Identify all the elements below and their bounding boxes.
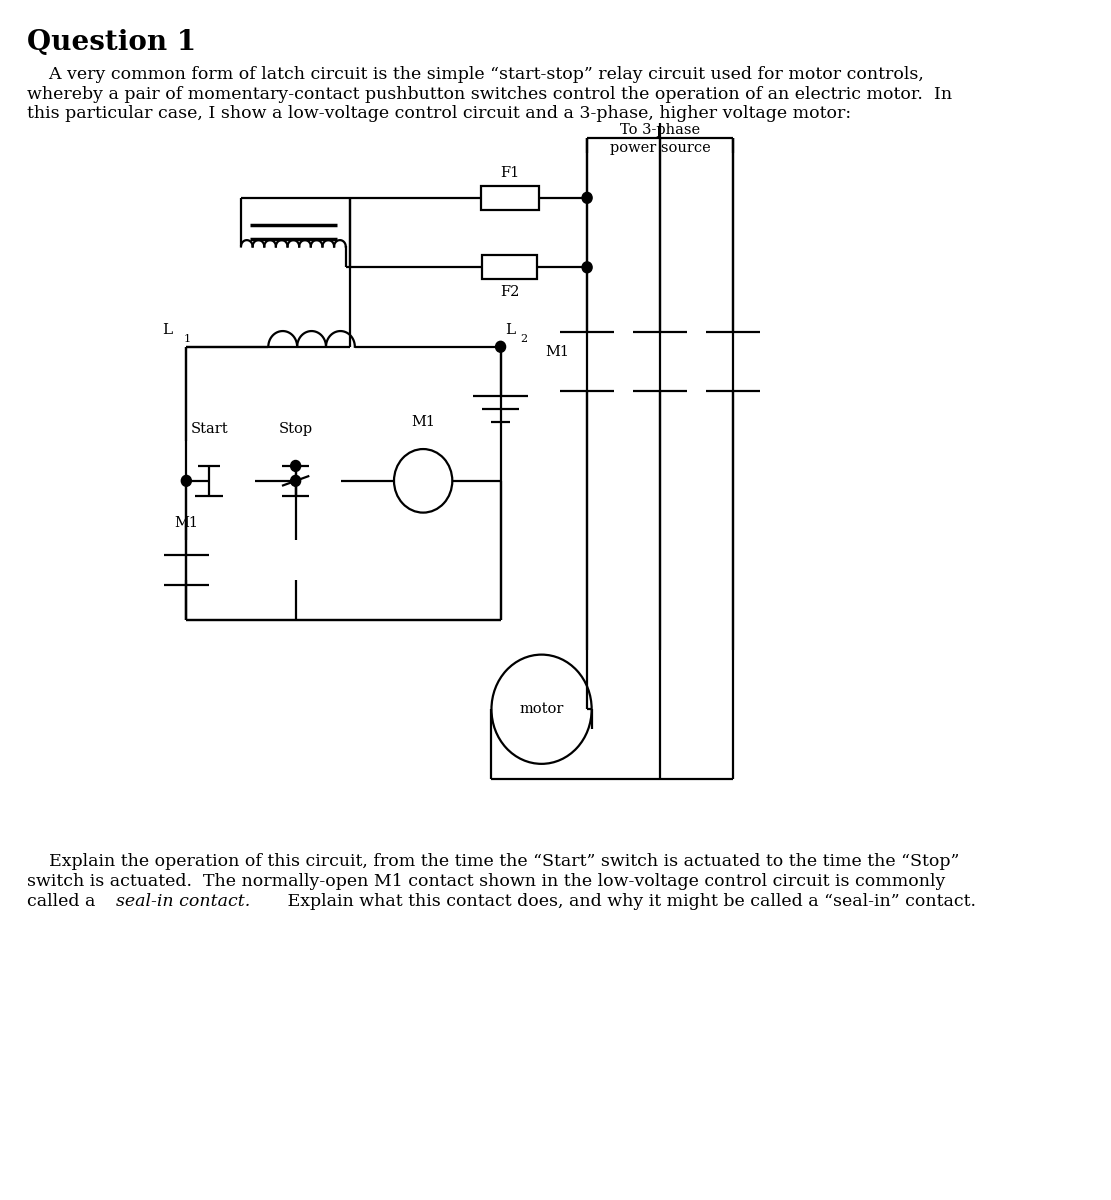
Circle shape (582, 192, 592, 203)
Text: Question 1: Question 1 (27, 29, 196, 56)
Text: this particular case, I show a low-voltage control circuit and a 3-phase, higher: this particular case, I show a low-volta… (27, 106, 851, 122)
Bar (481, 186, 539, 210)
Text: M1: M1 (544, 344, 569, 359)
Text: Stop: Stop (279, 422, 312, 436)
Text: 1: 1 (183, 334, 191, 343)
Text: L: L (162, 323, 172, 337)
Text: M1: M1 (411, 415, 436, 430)
Text: L: L (506, 323, 516, 337)
Circle shape (496, 341, 506, 353)
Text: called a: called a (27, 893, 101, 910)
Circle shape (291, 475, 301, 486)
Text: whereby a pair of momentary-contact pushbutton switches control the operation of: whereby a pair of momentary-contact push… (27, 85, 952, 102)
Text: 2: 2 (521, 334, 528, 343)
Text: A very common form of latch circuit is the simple “start-stop” relay circuit use: A very common form of latch circuit is t… (27, 66, 924, 83)
Text: motor: motor (519, 702, 563, 716)
Text: Start: Start (190, 422, 228, 436)
Circle shape (181, 475, 191, 486)
Bar (482, 256, 537, 280)
Circle shape (582, 262, 592, 272)
Text: F2: F2 (500, 286, 519, 299)
Circle shape (291, 461, 301, 472)
Text: To 3-phase
power source: To 3-phase power source (610, 124, 710, 155)
Text: Explain what this contact does, and why it might be called a “seal-in” contact.: Explain what this contact does, and why … (282, 893, 975, 910)
Text: F1: F1 (500, 166, 519, 180)
Text: switch is actuated.  The normally-open M1 contact shown in the low-voltage contr: switch is actuated. The normally-open M1… (27, 874, 945, 890)
Text: M1: M1 (174, 516, 199, 530)
Text: Explain the operation of this circuit, from the time the “Start” switch is actua: Explain the operation of this circuit, f… (27, 853, 959, 870)
Text: seal-in contact.: seal-in contact. (117, 893, 250, 910)
